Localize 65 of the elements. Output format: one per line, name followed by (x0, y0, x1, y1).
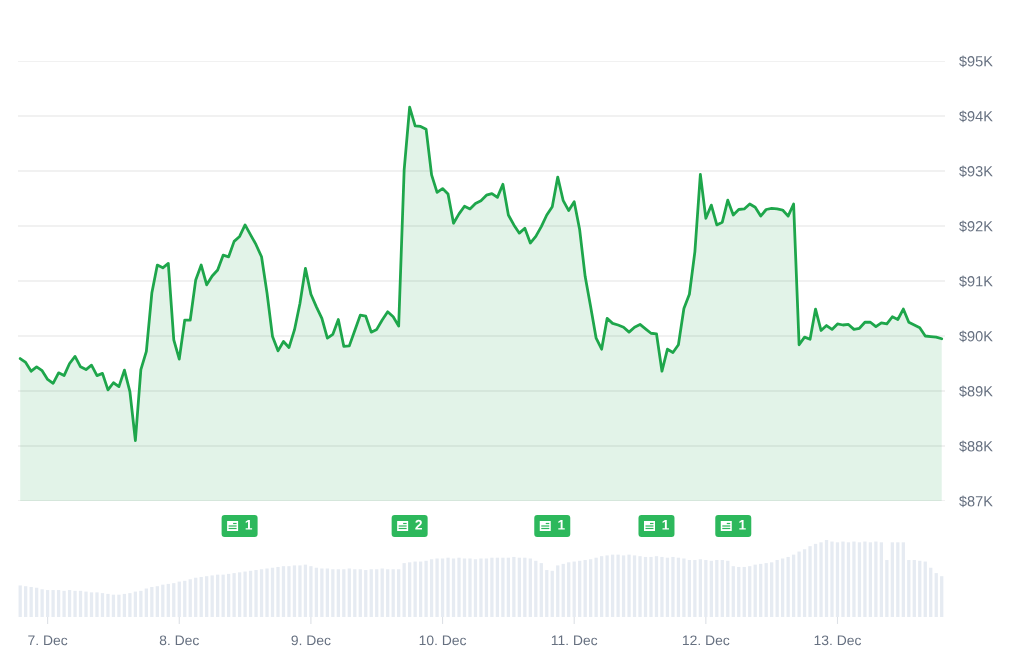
bar (451, 558, 456, 617)
bar (259, 569, 264, 617)
bar (813, 543, 818, 617)
y-tick-label: $90K (959, 330, 993, 343)
bar (846, 542, 851, 617)
bar (270, 567, 275, 617)
bar (429, 559, 434, 617)
bar (824, 540, 829, 617)
bar (506, 557, 511, 617)
bar (857, 542, 862, 617)
bar (610, 554, 615, 617)
bar (226, 573, 231, 617)
annotation: 1 (662, 520, 669, 530)
bar (495, 557, 500, 617)
bar (665, 557, 670, 617)
annotation: 1 (558, 520, 565, 530)
bar (802, 549, 807, 617)
y-tick-label: $95K (959, 55, 993, 68)
x-tick-label: 13. Dec (814, 635, 862, 646)
y-tick-label: $89K (959, 385, 993, 398)
x-tick-label: 9. Dec (291, 635, 331, 646)
bar (237, 572, 242, 617)
bar (100, 593, 105, 617)
bar (292, 565, 297, 617)
bar (632, 555, 637, 617)
annotation: 1 (739, 520, 746, 530)
bar (676, 557, 681, 617)
bar (281, 566, 286, 617)
annotation: 2 (415, 519, 422, 530)
bar (462, 558, 467, 617)
bar (314, 567, 319, 617)
bar (698, 559, 703, 617)
bar (643, 556, 648, 617)
bar (111, 594, 116, 617)
bar (89, 592, 94, 617)
y-tick-label: $88K (959, 440, 993, 453)
bar (78, 590, 83, 617)
x-tick-label: 11. Dec (551, 635, 598, 646)
bar (780, 558, 785, 617)
bar (325, 568, 330, 617)
bar (879, 542, 884, 617)
x-tick-label: 10. Dec (419, 635, 467, 646)
bar (654, 556, 659, 617)
bar (122, 593, 127, 617)
bar (599, 556, 604, 617)
bar (868, 542, 873, 617)
bar (56, 590, 61, 617)
bar (687, 560, 692, 617)
y-tick-label: $93K (959, 165, 993, 178)
y-tick-label: $87K (959, 495, 993, 508)
annotation: 1 (245, 520, 253, 530)
bar (473, 559, 478, 617)
y-tick-label: $91K (959, 275, 993, 288)
bar (303, 564, 308, 617)
x-tick-label: 12. Dec (682, 635, 730, 646)
x-tick-label: 7. Dec (28, 635, 68, 646)
bar (418, 561, 423, 617)
y-tick-label: $92K (959, 220, 993, 233)
bar (791, 554, 796, 617)
y-tick-label: $94K (959, 110, 993, 123)
bar (248, 570, 253, 617)
bar (621, 555, 626, 617)
bar (484, 558, 489, 617)
x-tick-label: 8. Dec (159, 635, 199, 646)
bar (67, 590, 72, 617)
